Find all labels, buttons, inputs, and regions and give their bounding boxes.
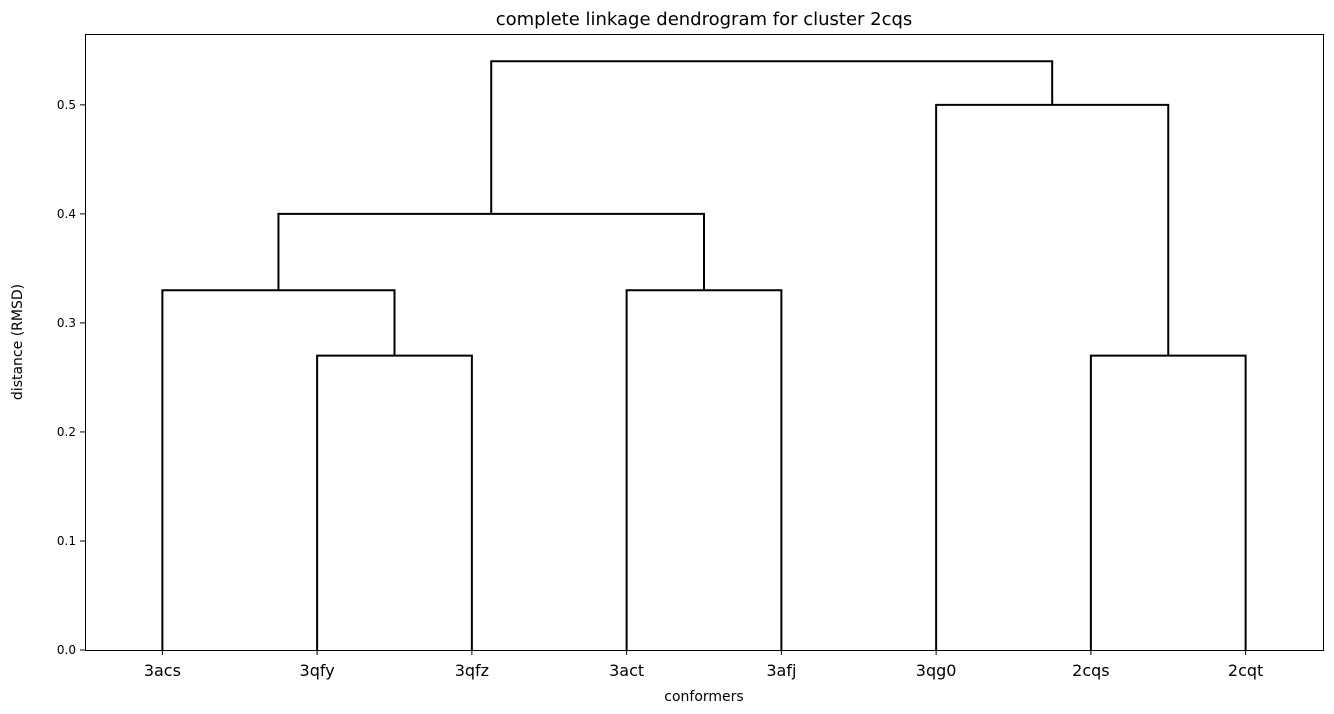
dendrogram-links — [161, 60, 1247, 650]
leaf-label-3acs: 3acs — [144, 661, 181, 680]
chart-title: complete linkage dendrogram for cluster … — [496, 9, 913, 30]
dendrogram-link-1 — [161, 289, 396, 650]
leaf-label-2cqs: 2cqs — [1072, 661, 1109, 680]
leaf-label-2cqt: 2cqt — [1228, 661, 1263, 680]
y-axis-ticks: 0.0 0.1 0.2 0.3 0.4 0.5 — [57, 98, 85, 657]
leaf-label-3qfz: 3qfz — [455, 661, 489, 680]
dendrogram-link-3 — [277, 212, 705, 291]
dendrogram-link-2 — [625, 289, 783, 650]
leaf-label-3act: 3act — [609, 661, 644, 680]
y-axis-label: distance (RMSD) — [10, 284, 26, 400]
y-tick-label: 0.0 — [57, 643, 76, 657]
dendrogram-link-4 — [1089, 354, 1247, 650]
plot-frame — [85, 34, 1324, 651]
leaf-label-3qfy: 3qfy — [300, 661, 335, 680]
y-tick-label: 0.4 — [57, 207, 76, 221]
y-tick-label: 0.2 — [57, 425, 76, 439]
y-tick-label: 0.5 — [57, 98, 76, 112]
dendrogram-link-6 — [490, 60, 1054, 214]
dendrogram-link-5 — [935, 103, 1170, 650]
x-axis-label: conformers — [664, 689, 743, 705]
x-axis-ticks: 3acs 3qfy 3qfz 3act 3afj 3qg0 2cqs 2cqt — [144, 650, 1263, 680]
leaf-label-3qg0: 3qg0 — [916, 661, 957, 680]
dendrogram-link-0 — [316, 354, 473, 650]
y-tick-label: 0.1 — [57, 534, 76, 548]
y-tick-label: 0.3 — [57, 316, 76, 330]
leaf-label-3afj: 3afj — [766, 661, 796, 680]
